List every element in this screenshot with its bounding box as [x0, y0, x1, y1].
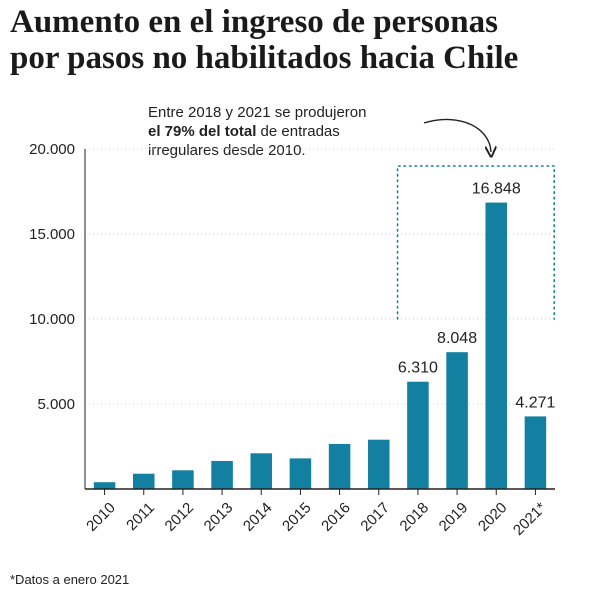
x-tick-label: 2010 — [83, 499, 119, 535]
y-tick-label: 20.000 — [29, 141, 75, 158]
x-tick-label: 2018 — [397, 499, 433, 535]
x-tick-label: 2017 — [357, 499, 393, 535]
x-tick-label: 2019 — [436, 499, 472, 535]
bar-2020 — [485, 202, 508, 490]
annotation-line-2: el 79% del total de entradas — [148, 122, 428, 141]
highlight-box — [396, 165, 556, 320]
y-tick-label: 10.000 — [29, 311, 75, 328]
annotation-arrow — [423, 118, 491, 152]
x-tick-label: 2011 — [123, 499, 158, 534]
bar-2017 — [367, 439, 390, 489]
bars — [93, 202, 547, 490]
x-tick-label: 2013 — [201, 499, 237, 535]
x-tick-label: 2014 — [240, 499, 276, 535]
chart-title-line-2: por pasos no habilitados hacia Chile — [10, 40, 519, 76]
y-tick-label: 5.000 — [37, 396, 75, 413]
x-tick-label: 2020 — [475, 499, 511, 535]
x-tick-label: 2015 — [279, 499, 315, 535]
bar-2021* — [524, 416, 547, 489]
x-tick-label: 2021* — [510, 499, 550, 539]
chart-title: Aumento en el ingreso de personas por pa… — [10, 4, 595, 76]
bar-2012 — [172, 470, 194, 489]
annotation-line-1: Entre 2018 y 2021 se produjeron — [148, 104, 367, 121]
highlight-box-group — [396, 165, 556, 320]
data-label-2018: 6.310 — [398, 360, 438, 377]
annotation-line-2-rest: de entradas — [256, 123, 340, 140]
bar-2014 — [250, 453, 273, 489]
bar-2016 — [328, 443, 351, 489]
annotation-bold-text: el 79% del total — [148, 123, 257, 140]
bar-2019 — [446, 352, 468, 489]
data-label-2019: 8.048 — [437, 330, 477, 347]
data-label-2020: 16.848 — [472, 181, 521, 198]
chart-title-line-1: Aumento en el ingreso de personas — [10, 4, 498, 40]
x-tick-label: 2016 — [318, 499, 354, 535]
bar-2015 — [289, 458, 312, 489]
bar-2010 — [93, 482, 116, 489]
data-label-2021*: 4.271 — [515, 394, 555, 411]
data-labels: 6.310 8.048 16.848 4.271 — [398, 181, 556, 412]
bar-2018 — [407, 381, 429, 489]
footnote: *Datos a enero 2021 — [10, 572, 130, 587]
annotation-text: Entre 2018 y 2021 se produjeron el 79% d… — [148, 103, 428, 160]
y-tick-label: 15.000 — [29, 226, 75, 243]
annotation-line-3: irregulares desde 2010. — [148, 142, 306, 159]
bar-2013 — [211, 460, 233, 489]
bar-2011 — [132, 473, 155, 489]
x-tick-label: 2012 — [162, 499, 198, 535]
